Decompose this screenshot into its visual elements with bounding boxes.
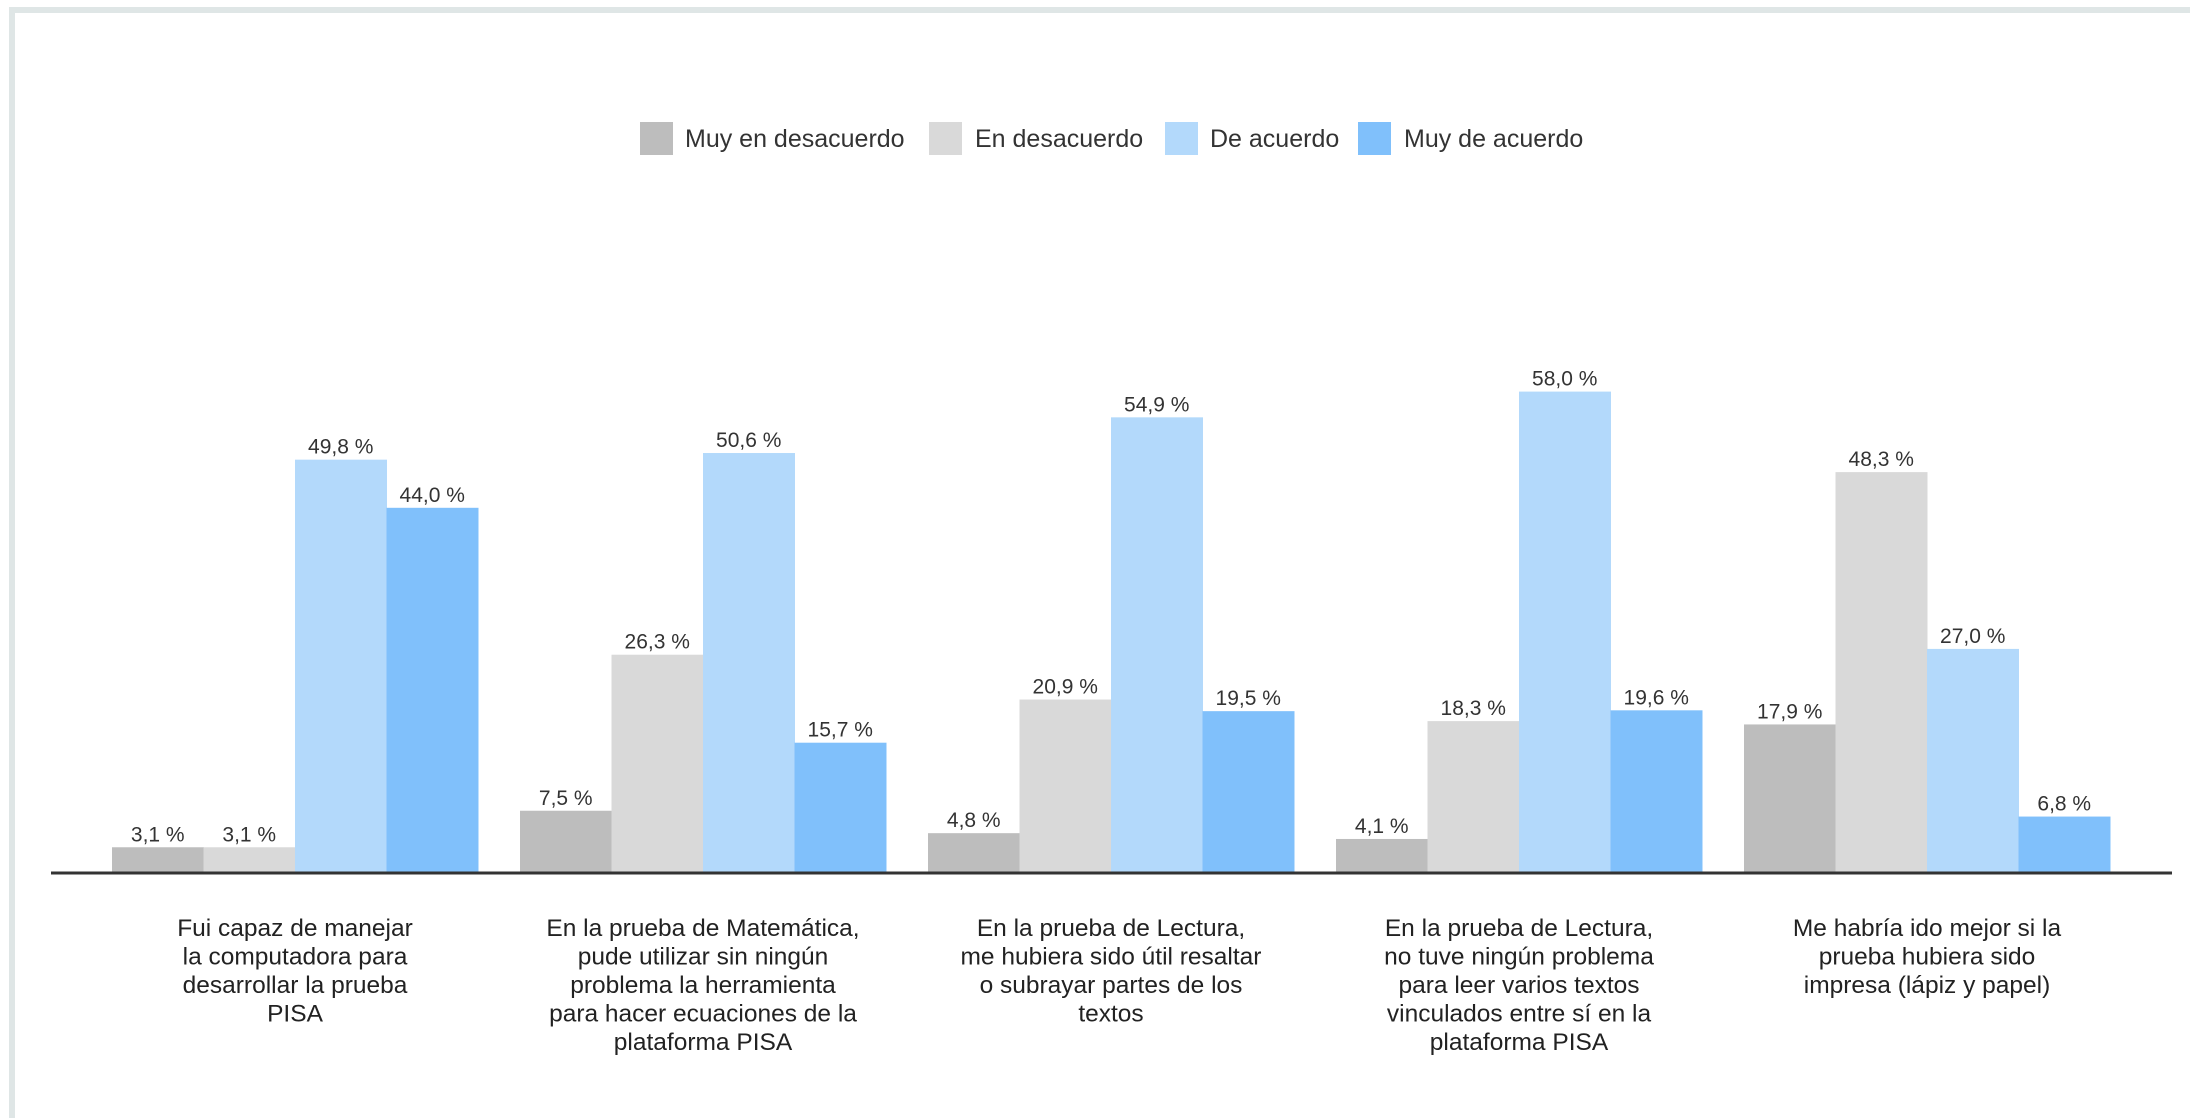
bar-muy-en-desacuerdo-4 xyxy=(1336,838,1428,873)
bar-muy-de-acuerdo-4 xyxy=(1610,710,1703,873)
bar-muy-en-desacuerdo-3 xyxy=(928,833,1020,873)
category-label-1: Fui capaz de manejar la computadora para d… xyxy=(177,915,413,1028)
category-label-line: plataforma PISA xyxy=(614,1029,793,1056)
data-label-muy-en-desacuerdo-2: 7,5 % xyxy=(539,787,593,810)
bar-muy-en-desacuerdo-5 xyxy=(1744,724,1836,873)
bar-de-acuerdo-1 xyxy=(295,459,387,873)
category-label-line: desarrollar la prueba xyxy=(183,972,408,999)
category-label-line: Fui capaz de manejar xyxy=(177,915,413,942)
bar-en-desacuerdo-4 xyxy=(1427,721,1520,873)
bar-en-desacuerdo-2 xyxy=(611,654,704,873)
category-label-line: me hubiera sido útil resaltar xyxy=(961,944,1262,971)
category-label-line: o subrayar partes de los xyxy=(980,972,1243,999)
bar-en-desacuerdo-1 xyxy=(203,847,296,873)
category-label-line: textos xyxy=(1078,1001,1143,1028)
category-label-5: Me habría ido mejor si la prueba hubiera … xyxy=(1793,915,2062,999)
data-label-muy-de-acuerdo-4: 19,6 % xyxy=(1624,686,1689,709)
data-label-en-desacuerdo-5: 48,3 % xyxy=(1849,448,1914,471)
category-label-line: prueba hubiera sido xyxy=(1819,944,2036,971)
data-labels: 3,1 % 3,1 % 49,8 % 44,0 % 7,5 % 26,3 % 50,6 % 1… xyxy=(131,368,2091,847)
bar-muy-de-acuerdo-3 xyxy=(1202,711,1295,873)
legend: Muy en desacuerdo En desacuerdo De acuerdo… xyxy=(640,122,1583,155)
category-labels: Fui capaz de manejar la computadora para d… xyxy=(177,915,2061,1056)
legend-swatch-muy-en-desacuerdo xyxy=(640,122,673,155)
data-label-en-desacuerdo-3: 20,9 % xyxy=(1033,676,1098,699)
category-label-line: vinculados entre sí en la xyxy=(1387,1001,1652,1028)
data-label-muy-en-desacuerdo-5: 17,9 % xyxy=(1757,700,1822,723)
bar-de-acuerdo-2 xyxy=(703,453,795,873)
legend-label-muy-en-desacuerdo: Muy en desacuerdo xyxy=(685,125,905,153)
data-label-de-acuerdo-3: 54,9 % xyxy=(1124,393,1189,416)
category-label-3: En la prueba de Lectura, me hubiera sido … xyxy=(961,915,1262,1028)
category-label-line: En la prueba de Lectura, xyxy=(977,915,1245,942)
bar-muy-en-desacuerdo-1 xyxy=(112,847,204,873)
category-label-line: la computadora para xyxy=(183,944,408,971)
legend-label-muy-de-acuerdo: Muy de acuerdo xyxy=(1404,125,1583,153)
category-label-line: impresa (lápiz y papel) xyxy=(1804,972,2050,999)
data-label-muy-en-desacuerdo-4: 4,1 % xyxy=(1355,815,1409,838)
bar-en-desacuerdo-5 xyxy=(1835,472,1928,873)
data-label-muy-en-desacuerdo-1: 3,1 % xyxy=(131,823,185,846)
bars xyxy=(112,391,2111,873)
data-label-de-acuerdo-4: 58,0 % xyxy=(1532,368,1597,391)
category-label-4: En la prueba de Lectura, no tuve ningún p… xyxy=(1384,915,1654,1056)
legend-label-de-acuerdo: De acuerdo xyxy=(1210,125,1339,153)
legend-swatch-de-acuerdo xyxy=(1165,122,1198,155)
data-label-de-acuerdo-5: 27,0 % xyxy=(1940,625,2005,648)
category-label-line: pude utilizar sin ningún xyxy=(578,944,829,971)
bar-muy-de-acuerdo-5 xyxy=(2018,816,2111,873)
bar-en-desacuerdo-3 xyxy=(1019,699,1112,873)
category-label-line: para hacer ecuaciones de la xyxy=(549,1001,857,1028)
data-label-muy-de-acuerdo-2: 15,7 % xyxy=(808,719,873,742)
category-label-line: En la prueba de Lectura, xyxy=(1385,915,1653,942)
bar-muy-de-acuerdo-2 xyxy=(794,742,887,873)
data-label-muy-en-desacuerdo-3: 4,8 % xyxy=(947,809,1001,832)
data-label-muy-de-acuerdo-3: 19,5 % xyxy=(1216,687,1281,710)
data-label-muy-de-acuerdo-5: 6,8 % xyxy=(2037,793,2091,816)
legend-swatch-en-desacuerdo xyxy=(929,122,962,155)
data-label-de-acuerdo-2: 50,6 % xyxy=(716,429,781,452)
category-label-line: no tuve ningún problema xyxy=(1384,944,1654,971)
category-label-line: plataforma PISA xyxy=(1430,1029,1609,1056)
bar-de-acuerdo-3 xyxy=(1111,417,1203,873)
category-label-line: Me habría ido mejor si la xyxy=(1793,915,2062,942)
legend-swatch-muy-de-acuerdo xyxy=(1358,122,1391,155)
bar-muy-de-acuerdo-1 xyxy=(386,507,479,873)
bar-de-acuerdo-5 xyxy=(1927,648,2019,873)
category-label-2: En la prueba de Matemática, pude utilizar… xyxy=(546,915,859,1056)
data-label-de-acuerdo-1: 49,8 % xyxy=(308,436,373,459)
bar-muy-en-desacuerdo-2 xyxy=(520,810,612,873)
legend-label-en-desacuerdo: En desacuerdo xyxy=(975,125,1143,153)
bar-de-acuerdo-4 xyxy=(1519,391,1611,873)
category-label-line: para leer varios textos xyxy=(1398,972,1639,999)
data-label-en-desacuerdo-4: 18,3 % xyxy=(1441,697,1506,720)
data-label-en-desacuerdo-1: 3,1 % xyxy=(222,823,276,846)
category-label-line: problema la herramienta xyxy=(570,972,836,999)
category-label-line: En la prueba de Matemática, xyxy=(546,915,859,942)
data-label-en-desacuerdo-2: 26,3 % xyxy=(625,631,690,654)
category-label-line: PISA xyxy=(267,1001,323,1028)
data-label-muy-de-acuerdo-1: 44,0 % xyxy=(400,484,465,507)
